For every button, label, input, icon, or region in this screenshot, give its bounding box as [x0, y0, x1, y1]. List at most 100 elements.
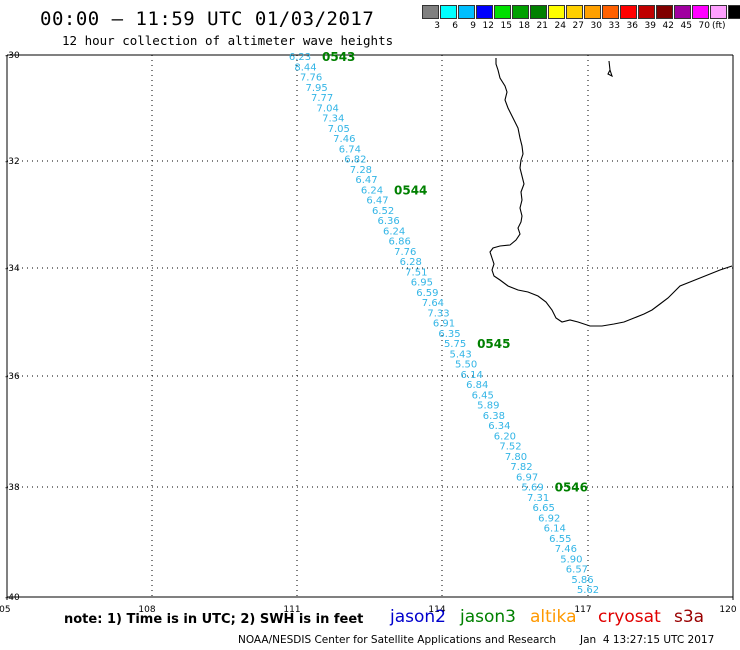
legend-label: 36: [626, 21, 638, 31]
wave-height-value: 6.47: [366, 196, 388, 207]
wave-height-value: 7.46: [333, 134, 355, 145]
wave-height-value: 7.77: [311, 93, 333, 104]
wave-height-value: 6.35: [438, 329, 460, 340]
wave-height-value: 7.05: [328, 124, 350, 135]
wave-height-value: 6.74: [339, 144, 361, 155]
wave-height-value: 6.36: [377, 216, 399, 227]
wave-height-value: 6.65: [533, 503, 555, 514]
longitude-label: 120: [719, 605, 736, 615]
color-scale-legend: 3 6 9 12 15 18 21 24 27 30 33 36 39 42 45 70 (ft): [422, 5, 740, 33]
legend-label: 24: [554, 21, 566, 31]
wave-height-value: 7.82: [510, 462, 532, 473]
axis-labels: -30 -32 -34 -36 -38 -40 105 108 111 114 117 120: [0, 51, 737, 615]
wave-height-value: 6.95: [411, 278, 433, 289]
legend-swatch: [494, 5, 511, 19]
legend-label: 27: [572, 21, 584, 31]
pass-time-label: 0546: [555, 481, 588, 495]
wave-height-value: 6.45: [472, 390, 494, 401]
legend-label: 18: [518, 21, 530, 31]
wave-height-value: 6.91: [433, 319, 455, 330]
wave-height-value: 8.44: [294, 62, 316, 73]
wave-height-value: 7.80: [505, 452, 527, 463]
legend-label: 12: [482, 21, 494, 31]
wave-height-value: 6.23: [289, 52, 311, 63]
wave-height-value: 5.69: [521, 483, 543, 494]
generated-timestamp: Jan 4 13:27:15 UTC 2017: [580, 634, 715, 646]
wave-height-value: 7.95: [305, 83, 327, 94]
wave-height-value: 6.92: [538, 513, 560, 524]
legend-swatch: [530, 5, 547, 19]
wave-height-value: 6.24: [383, 226, 405, 237]
credit-line: NOAA/NESDIS Center for Satellite Applica…: [238, 634, 556, 646]
wave-height-value: 7.76: [300, 73, 322, 84]
longitude-label: 108: [138, 605, 155, 615]
legend-label: 45: [680, 21, 692, 31]
wave-height-value: 5.90: [560, 554, 582, 565]
legend-swatch: [638, 5, 655, 19]
longitude-label: 111: [283, 605, 300, 615]
pass-time-label: 0543: [322, 50, 355, 64]
longitude-label: 105: [0, 605, 11, 615]
legend-label: 39: [644, 21, 656, 31]
wave-height-value: 6.47: [355, 175, 377, 186]
legend-swatch: [710, 5, 727, 19]
legend-label: 9: [470, 21, 476, 31]
wave-height-value: 6.84: [466, 380, 488, 391]
legend-swatch: [458, 5, 475, 19]
wave-height-value: 5.86: [571, 575, 593, 586]
legend-swatch: [620, 5, 637, 19]
island-outline: [607, 60, 613, 78]
wave-height-value: 5.89: [477, 401, 499, 412]
map-title: 00:00 – 11:59 UTC 01/03/2017: [40, 8, 375, 30]
legend-swatch: [440, 5, 457, 19]
wave-height-value: 7.76: [394, 247, 416, 258]
wave-height-value: 7.04: [317, 103, 339, 114]
wave-height-value: 5.75: [444, 339, 466, 350]
legend-swatch: [602, 5, 619, 19]
legend-swatch: [566, 5, 583, 19]
legend-label: 30: [590, 21, 602, 31]
pass-time-label: 0544: [394, 183, 427, 197]
latitude-label: -38: [5, 483, 20, 493]
pass-time-labels: 0543 0544 0545 0546: [322, 50, 588, 495]
wave-height-value: 7.46: [555, 544, 577, 555]
satellite-label: cryosat: [598, 607, 661, 627]
wave-height-value: 6.59: [416, 288, 438, 299]
legend-swatch: [548, 5, 565, 19]
wave-height-value: 6.20: [494, 431, 516, 442]
satellite-label: jason2: [390, 607, 446, 627]
legend-swatch: [656, 5, 673, 19]
legend-swatch: [692, 5, 709, 19]
wave-height-value: 7.31: [527, 493, 549, 504]
legend-label: 21: [536, 21, 548, 31]
legend-label: 42: [662, 21, 674, 31]
wave-height-value: 6.24: [361, 185, 383, 196]
legend-label: 3: [434, 21, 440, 31]
wave-height-value: 6.14: [461, 370, 483, 381]
wave-height-value: 7.33: [427, 308, 449, 319]
map-subtitle: 12 hour collection of altimeter wave hei…: [62, 33, 394, 48]
legend-swatch: [422, 5, 439, 19]
wave-height-value: 5.62: [577, 585, 599, 596]
latitude-label: -32: [5, 157, 20, 167]
units-note: note: 1) Time is in UTC; 2) SWH is in fe…: [64, 612, 364, 627]
australia-coastline: [489, 58, 733, 327]
wave-height-value: 6.34: [488, 421, 510, 432]
wave-height-value: 6.97: [516, 472, 538, 483]
latitude-label: -36: [5, 372, 20, 382]
wave-height-value: 6.82: [344, 155, 366, 166]
wave-height-value: 6.28: [400, 257, 422, 268]
wave-height-value: 7.51: [405, 267, 427, 278]
satellite-label: altika: [530, 607, 577, 627]
latitude-label: -34: [5, 264, 20, 274]
legend-swatch: [584, 5, 601, 19]
wave-height-value: 6.52: [372, 206, 394, 217]
lat-lon-grid: [6, 54, 734, 600]
pass-time-label: 0545: [477, 337, 510, 351]
satellite-label: jason3: [460, 607, 516, 627]
wave-height-value: 5.50: [455, 360, 477, 371]
latitude-label: -30: [5, 51, 20, 61]
wave-height-value: 6.55: [549, 534, 571, 545]
legend-swatch: [728, 5, 740, 19]
